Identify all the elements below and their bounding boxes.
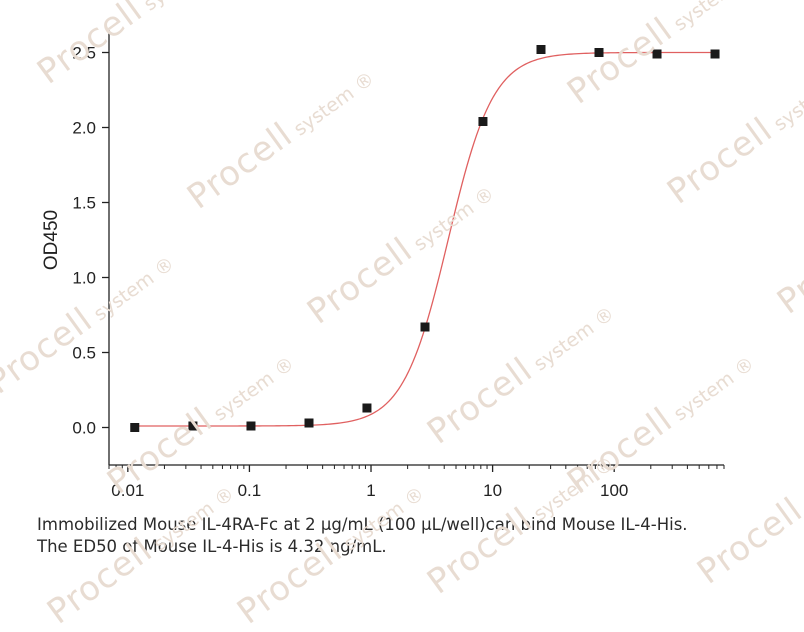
fit-curve-group	[130, 51, 716, 427]
y-tick-label: 2.5	[72, 44, 96, 63]
y-tick-label: 2.0	[72, 119, 96, 138]
figure-caption: Immobilized Mouse IL-4RA-Fc at 2 μg/mL (…	[37, 514, 797, 558]
y-tick-label: 1.5	[72, 194, 96, 213]
data-point	[246, 421, 256, 431]
axes: 0.0 0.5 1.0 1.5 2.0 2.5 0.01 0.1 1 10 100	[72, 30, 725, 500]
x-tick-label: 100	[600, 481, 628, 500]
y-tick-label: 0.0	[72, 419, 96, 438]
x-tick-label: 0.01	[111, 481, 144, 500]
x-tick-label: 0.1	[238, 481, 262, 500]
data-point	[478, 117, 488, 126]
y-axis-label: OD450	[41, 210, 62, 270]
data-point	[362, 403, 372, 413]
fit-curve	[130, 51, 716, 427]
data-point	[188, 421, 198, 431]
data-points	[130, 45, 720, 432]
data-point	[420, 322, 430, 332]
x-tick-label: 10	[483, 481, 502, 500]
dose-response-chart: 0.0 0.5 1.0 1.5 2.0 2.5 0.01 0.1 1 10 100 OD450	[41, 30, 725, 500]
caption-line-2: The ED50 of Mouse IL-4-His is 4.32 ng/mL…	[37, 537, 387, 556]
x-tick-label: 1	[366, 481, 375, 500]
data-point	[130, 423, 140, 432]
data-point	[652, 49, 662, 59]
caption-line-1: Immobilized Mouse IL-4RA-Fc at 2 μg/mL (…	[37, 515, 688, 534]
y-tick-label: 0.5	[72, 344, 96, 363]
data-point	[536, 45, 546, 54]
data-point	[594, 48, 604, 57]
data-point	[710, 49, 720, 59]
data-point	[304, 418, 314, 428]
y-tick-label: 1.0	[72, 269, 96, 288]
